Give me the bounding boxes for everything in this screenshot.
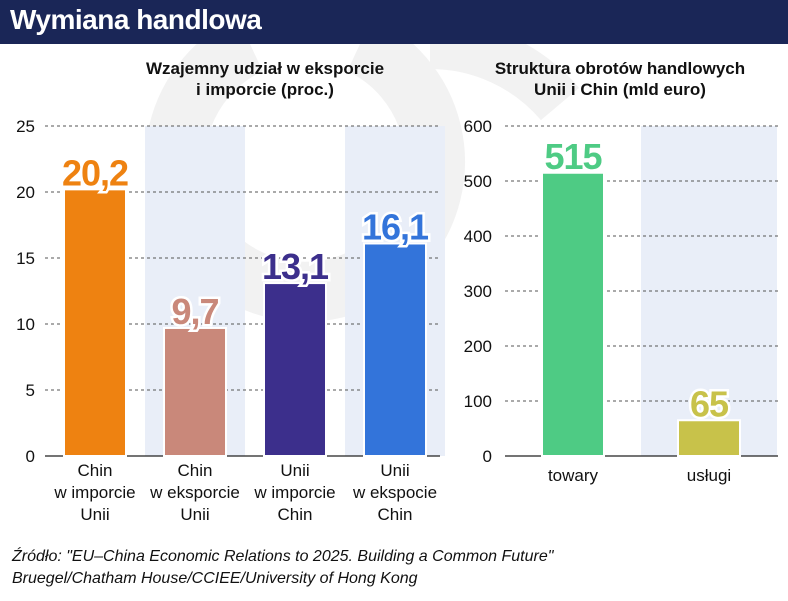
chart1-category-label-0: Chin w imporcie Unii (53, 461, 135, 524)
chart1-title-line1: Wzajemny udział w eksporcie (145, 59, 385, 78)
header-bar: Wymiana handlowa (0, 0, 788, 44)
chart1-category-label-1: Chin w eksporcie Unii (149, 461, 240, 524)
chart1-tick-label-0: 0 (26, 447, 35, 466)
chart2-value-label-1: 65 (690, 383, 729, 424)
chart2-title: Struktura obrotów handlowych Unii i Chin… (470, 58, 770, 100)
chart1-value-label-3: 16,1 (362, 206, 429, 247)
chart1-value-label-1: 9,7 (171, 291, 218, 332)
chart2-value-label-0: 515 (544, 136, 602, 177)
chart1-bar-0 (63, 188, 127, 458)
chart1-title: Wzajemny udział w eksporcie i imporcie (… (100, 58, 430, 100)
chart2-title-line1: Struktura obrotów handlowych (494, 59, 746, 78)
chart1-bar-3 (363, 242, 427, 457)
chart1-tick-label-25: 25 (16, 117, 35, 136)
chart2-tick-label-600: 600 (464, 117, 492, 136)
chart1-bar-1 (163, 326, 227, 457)
chart1-tick-label-10: 10 (16, 315, 35, 334)
source-note: Źródło: "EU–China Economic Relations to … (12, 546, 553, 590)
chart1-tick-label-5: 5 (26, 381, 35, 400)
page-title: Wymiana handlowa (10, 4, 262, 35)
chart2-tick-label-0: 0 (483, 447, 492, 466)
chart1-category-label-2: Unii w imporcie Chin (253, 461, 335, 524)
chart2-title-line2: Unii i Chin (mld euro) (534, 80, 706, 99)
chart2-tick-label-300: 300 (464, 282, 492, 301)
chart1-tick-label-20: 20 (16, 183, 35, 202)
chart2-tick-label-500: 500 (464, 172, 492, 191)
chart2-category-label-0: towary (548, 466, 599, 485)
chart1-category-label-3: Unii w ekspocie Chin (352, 461, 437, 524)
chart2-tick-label-200: 200 (464, 337, 492, 356)
chart2-tick-label-100: 100 (464, 392, 492, 411)
source-line1: Źródło: "EU–China Economic Relations to … (12, 548, 554, 565)
chart1-bar-2 (263, 282, 327, 457)
chart2-tick-label-400: 400 (464, 227, 492, 246)
chart1-tick-label-15: 15 (16, 249, 35, 268)
chart2-category-label-1: usługi (687, 466, 731, 485)
chart2-bar-0 (541, 171, 605, 457)
chart1-value-label-2: 13,1 (262, 246, 329, 287)
chart1-title-line2: i imporcie (proc.) (196, 80, 334, 99)
chart1-value-label-0: 20,2 (62, 152, 128, 193)
chart2-bar-1 (677, 419, 741, 457)
source-line2: Bruegel/Chatham House/CCIEE/University o… (12, 570, 418, 587)
